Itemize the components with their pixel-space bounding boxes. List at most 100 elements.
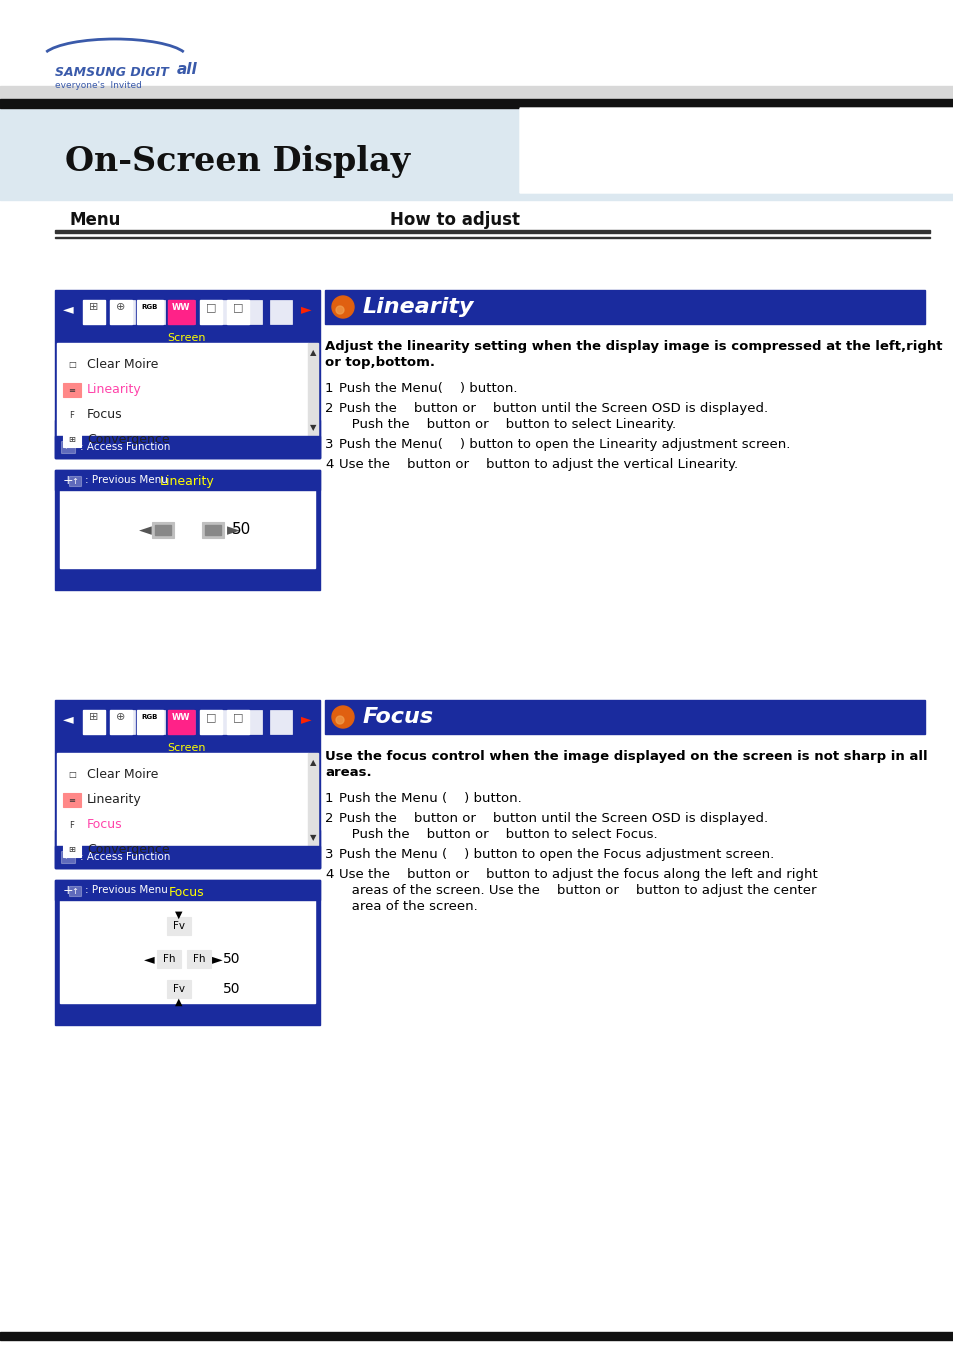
Text: □: □	[68, 770, 76, 780]
Bar	[205, 526, 221, 535]
Bar	[83, 300, 105, 324]
Text: : Previous Menu: : Previous Menu	[85, 885, 168, 894]
Text: Push the Menu(    ) button to open the Linearity adjustment screen.: Push the Menu( ) button to open the Line…	[338, 438, 789, 451]
Text: ⊞: ⊞	[69, 846, 75, 854]
Text: everyone's  Invited: everyone's Invited	[55, 81, 142, 91]
Bar	[154, 526, 171, 535]
Bar	[55, 470, 319, 590]
Bar	[325, 700, 924, 734]
Bar	[270, 300, 292, 324]
Text: Focus: Focus	[363, 707, 434, 727]
Bar	[137, 300, 163, 324]
Text: Focus: Focus	[169, 885, 205, 898]
Bar	[55, 230, 929, 232]
Text: Linearity: Linearity	[87, 793, 142, 807]
Bar	[57, 343, 308, 436]
Text: : Previous Menu: : Previous Menu	[85, 476, 168, 485]
Bar	[0, 108, 953, 200]
Text: ⊞: ⊞	[69, 435, 75, 444]
Text: area of the screen.: area of the screen.	[338, 900, 477, 913]
Text: ►: ►	[212, 952, 222, 966]
Text: ◄: ◄	[139, 521, 152, 539]
Bar	[63, 767, 81, 782]
Text: Push the    button or    button to select Linearity.: Push the button or button to select Line…	[338, 417, 676, 431]
Bar	[172, 300, 194, 324]
Bar	[83, 300, 105, 324]
Text: Push the    button or    button until the Screen OSD is displayed.: Push the button or button until the Scre…	[338, 812, 767, 825]
Text: 2: 2	[325, 812, 334, 825]
Bar	[143, 300, 165, 324]
Text: 4: 4	[325, 458, 333, 471]
Text: ≡: ≡	[69, 796, 75, 804]
Bar	[143, 711, 165, 734]
Text: Screen: Screen	[168, 743, 206, 753]
Bar	[61, 851, 75, 863]
Text: F: F	[70, 411, 74, 420]
Bar	[55, 236, 929, 238]
Text: Menu: Menu	[70, 211, 121, 230]
Bar	[55, 880, 319, 1025]
Text: ►: ►	[301, 712, 312, 725]
Text: 1: 1	[325, 792, 334, 805]
Text: Use the focus control when the image displayed on the screen is not sharp in all: Use the focus control when the image dis…	[325, 750, 926, 763]
Text: ▲: ▲	[310, 758, 315, 767]
Bar	[308, 343, 317, 436]
Bar	[63, 382, 81, 397]
Circle shape	[332, 296, 354, 317]
Bar	[55, 880, 319, 900]
Text: 2: 2	[325, 403, 334, 415]
Text: 3: 3	[325, 848, 334, 861]
Text: Push the    button or    button until the Screen OSD is displayed.: Push the button or button until the Scre…	[338, 403, 767, 415]
Text: ↑: ↑	[71, 886, 78, 896]
Text: areas of the screen. Use the    button or    button to adjust the center: areas of the screen. Use the button or b…	[338, 884, 816, 897]
Text: +: +	[63, 884, 73, 897]
Text: areas.: areas.	[325, 766, 372, 780]
Bar	[168, 300, 193, 324]
Bar	[60, 900, 314, 1002]
Bar	[167, 979, 191, 998]
Text: ◄: ◄	[63, 712, 73, 725]
Bar	[63, 817, 81, 832]
Text: ►: ►	[227, 521, 239, 539]
Text: Fh: Fh	[193, 954, 205, 965]
Bar	[152, 521, 173, 538]
Bar	[137, 711, 163, 734]
Bar	[0, 99, 953, 108]
Bar	[240, 300, 262, 324]
Text: ↵: ↵	[64, 442, 72, 453]
Bar	[0, 1332, 953, 1340]
Bar	[55, 290, 319, 458]
Bar	[157, 950, 181, 969]
Bar	[168, 711, 193, 734]
Text: SAMSUNG DIGIT: SAMSUNG DIGIT	[55, 65, 169, 78]
Bar	[63, 843, 81, 857]
Text: F: F	[70, 820, 74, 830]
Text: 50: 50	[223, 982, 240, 996]
Text: Screen: Screen	[168, 332, 206, 343]
Text: ▼: ▼	[310, 423, 315, 432]
Bar	[110, 300, 132, 324]
Text: or top,bottom.: or top,bottom.	[325, 357, 435, 369]
Text: □: □	[233, 303, 243, 312]
Text: : Access Function: : Access Function	[80, 852, 171, 862]
Bar	[202, 521, 224, 538]
Bar	[55, 470, 319, 490]
Bar	[270, 711, 292, 734]
Text: 3: 3	[325, 438, 334, 451]
Text: Push the Menu(    ) button.: Push the Menu( ) button.	[338, 382, 517, 394]
Text: How to adjust: How to adjust	[390, 211, 519, 230]
Text: ▼: ▼	[310, 834, 315, 843]
Text: Push the Menu (    ) button to open the Focus adjustment screen.: Push the Menu ( ) button to open the Foc…	[338, 848, 774, 861]
Bar	[187, 950, 211, 969]
Text: ↵: ↵	[64, 852, 72, 862]
Text: Linearity: Linearity	[159, 476, 214, 489]
Text: 50: 50	[233, 523, 252, 538]
Circle shape	[335, 716, 344, 724]
Bar	[227, 711, 249, 734]
Text: ≡: ≡	[69, 385, 75, 394]
Bar	[69, 886, 81, 896]
Bar	[210, 711, 232, 734]
Bar	[0, 86, 953, 100]
Text: Adjust the linearity setting when the display image is compressed at the left,ri: Adjust the linearity setting when the di…	[325, 340, 942, 353]
Bar	[200, 300, 222, 324]
